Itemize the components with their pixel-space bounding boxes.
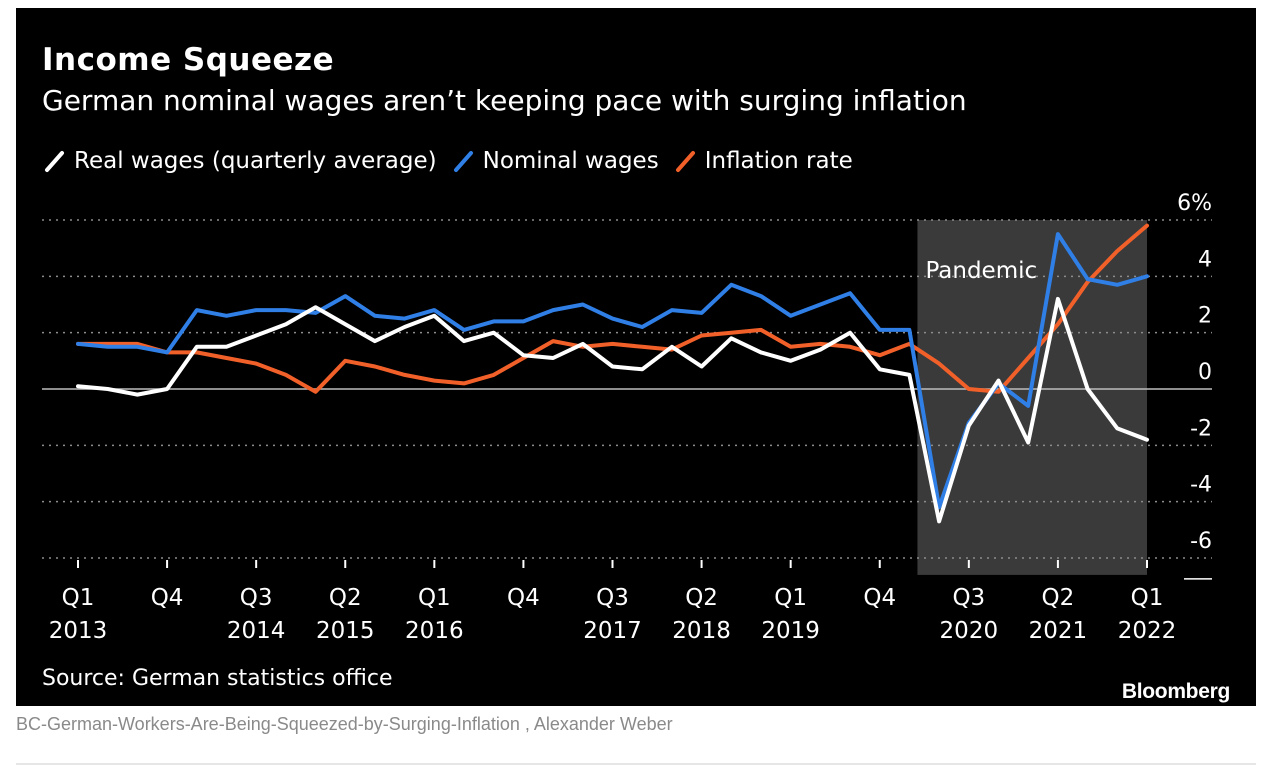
- x-tick-label: Q3: [240, 585, 273, 611]
- chart-plot: Pandemic 6% 4 2 0 -2 -4 -6 Q1 2013 Q4 Q3 2014 Q2 2015 Q…: [42, 191, 1212, 644]
- legend-item-real-wages: Real wages (quarterly average): [42, 148, 437, 174]
- bloomberg-logo: Bloomberg: [1121, 680, 1230, 703]
- x-tick-label: Q4: [507, 585, 540, 611]
- x-tick-year-label: 2016: [405, 618, 464, 644]
- x-tick-year-label: 2014: [227, 618, 286, 644]
- x-tick-label: Q4: [151, 585, 184, 611]
- image-caption: BC-German-Workers-Are-Being-Squeezed-by-…: [16, 714, 673, 734]
- source-note: Source: German statistics office: [42, 666, 393, 691]
- legend-swatch-inflation-rate: [675, 151, 695, 172]
- y-tick-label: 6%: [1177, 191, 1212, 216]
- x-tick-year-label: 2018: [672, 618, 731, 644]
- series-line-real-wages-quarterly-average: [76, 296, 1149, 524]
- y-tick-label: 0: [1198, 360, 1212, 385]
- chart-panel: Pandemic 6% 4 2 0 -2 -4 -6 Q1 2013 Q4 Q3 2014 Q2 2015 Q…: [16, 8, 1256, 706]
- x-tick-label: Q2: [685, 585, 718, 611]
- x-tick-year-label: 2015: [316, 618, 375, 644]
- x-tick-label: Q2: [329, 585, 362, 611]
- x-tick-year-label: 2013: [49, 618, 108, 644]
- legend-label-real-wages: Real wages (quarterly average): [74, 148, 437, 174]
- x-tick-year-label: 2020: [940, 618, 999, 644]
- pandemic-label: Pandemic: [925, 258, 1037, 284]
- x-tick-label: Q1: [418, 585, 451, 611]
- pandemic-shade: [917, 220, 1147, 575]
- y-tick-label: -2: [1190, 416, 1212, 441]
- chart-legend: Real wages (quarterly average) Nominal w…: [42, 148, 867, 174]
- x-tick-label: Q1: [1131, 585, 1164, 611]
- x-tick-label: Q1: [774, 585, 807, 611]
- x-tick-year-label: 2017: [583, 618, 642, 644]
- legend-label-nominal-wages: Nominal wages: [482, 148, 659, 174]
- legend-item-nominal-wages: Nominal wages: [451, 148, 659, 174]
- x-tick-year-label: 2021: [1029, 618, 1088, 644]
- y-tick-label: -6: [1190, 529, 1212, 554]
- x-tick-label: Q3: [952, 585, 985, 611]
- x-tick-label: Q2: [1042, 585, 1075, 611]
- legend-label-inflation-rate: Inflation rate: [704, 148, 853, 174]
- legend-item-inflation-rate: Inflation rate: [673, 148, 853, 174]
- y-tick-label: 4: [1198, 247, 1212, 272]
- x-tick-label: Q3: [596, 585, 629, 611]
- chart-subtitle: German nominal wages aren’t keeping pace…: [42, 84, 967, 117]
- divider: [16, 763, 1256, 765]
- y-tick-label: -4: [1190, 473, 1212, 498]
- x-tick-year-label: 2019: [761, 618, 820, 644]
- legend-swatch-real-wages: [45, 151, 64, 172]
- x-tick-label: Q4: [863, 585, 896, 611]
- y-tick-label: 2: [1198, 304, 1212, 329]
- chart-title: Income Squeeze: [42, 42, 335, 78]
- x-tick-year-label: 2022: [1118, 618, 1177, 644]
- series-line-inflation-rate: [76, 223, 1149, 394]
- legend-swatch-nominal-wages: [453, 151, 473, 172]
- x-tick-label: Q1: [62, 585, 95, 611]
